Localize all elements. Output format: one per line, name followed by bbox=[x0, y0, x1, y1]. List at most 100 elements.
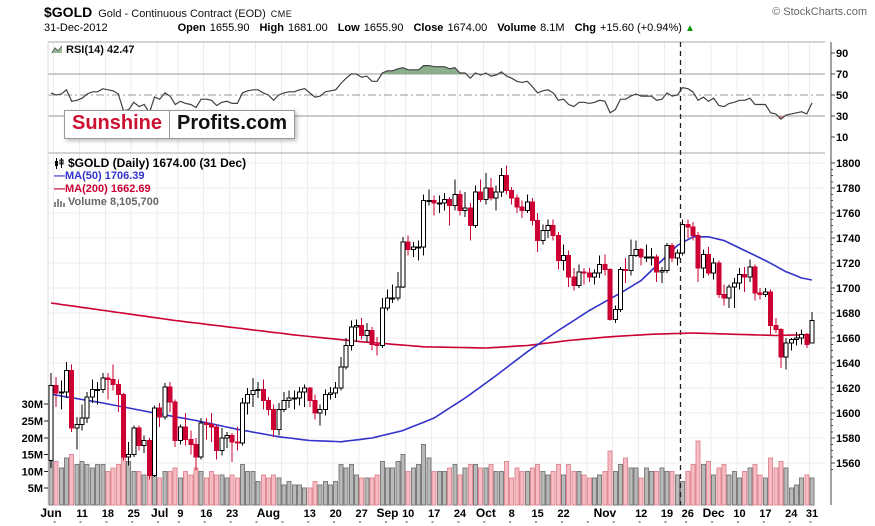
exchange-label: CME bbox=[270, 9, 293, 19]
watermark: Sunshine Profits.com bbox=[64, 110, 296, 139]
svg-text:20: 20 bbox=[330, 508, 342, 520]
watermark-profits: Profits.com bbox=[169, 110, 296, 139]
svg-text:16: 16 bbox=[200, 508, 212, 520]
svg-text:1640: 1640 bbox=[836, 358, 860, 370]
svg-text:90: 90 bbox=[836, 48, 848, 60]
rsi-overbought-fill bbox=[51, 65, 812, 74]
panel-borders bbox=[47, 41, 825, 505]
low-value: 1655.90 bbox=[363, 22, 404, 34]
svg-text:23: 23 bbox=[226, 508, 238, 520]
open-label: Open bbox=[177, 22, 206, 34]
volume-label: Volume bbox=[497, 22, 537, 34]
svg-text:27: 27 bbox=[355, 508, 367, 520]
low-label: Low bbox=[337, 22, 360, 34]
svg-text:30: 30 bbox=[836, 111, 848, 123]
svg-text:Sep: Sep bbox=[376, 506, 398, 520]
legend-ma200: —MA(200) 1662.69 bbox=[54, 183, 246, 196]
svg-text:25: 25 bbox=[128, 508, 140, 520]
chart-legend: $GOLD (Daily) 1674.00 (31 Dec) —MA(50) 1… bbox=[54, 157, 246, 209]
svg-text:1780: 1780 bbox=[836, 183, 860, 195]
watermark-sunshine: Sunshine bbox=[64, 110, 170, 139]
svg-text:10: 10 bbox=[402, 508, 414, 520]
high-label: High bbox=[259, 22, 284, 34]
ma200-line-swatch: — bbox=[54, 183, 65, 195]
svg-text:Jul: Jul bbox=[151, 506, 168, 520]
svg-text:8: 8 bbox=[509, 508, 515, 520]
price-axis: 1800 1780 1760 1740 1720 1700 1680 1660 1640 1620… bbox=[830, 42, 860, 505]
svg-text:11: 11 bbox=[76, 508, 88, 520]
copyright: © StockCharts.com bbox=[772, 6, 867, 18]
svg-text:26: 26 bbox=[682, 508, 694, 520]
legend-title-row: $GOLD (Daily) 1674.00 (31 Dec) bbox=[54, 157, 246, 170]
high-value: 1681.00 bbox=[287, 22, 328, 34]
candles bbox=[48, 165, 815, 480]
legend-title: $GOLD (Daily) 1674.00 (31 Dec) bbox=[68, 156, 247, 170]
svg-text:5M: 5M bbox=[28, 483, 43, 495]
svg-text:31: 31 bbox=[806, 508, 818, 520]
ma50-text: MA(50) 1706.39 bbox=[65, 170, 145, 182]
svg-text:1620: 1620 bbox=[836, 383, 860, 395]
svg-text:12: 12 bbox=[635, 508, 647, 520]
svg-text:1800: 1800 bbox=[836, 158, 860, 170]
svg-text:15M: 15M bbox=[22, 450, 43, 462]
svg-text:1560: 1560 bbox=[836, 458, 860, 470]
svg-text:Jun: Jun bbox=[40, 506, 61, 520]
ma200-line bbox=[50, 302, 813, 349]
svg-text:19: 19 bbox=[661, 508, 673, 520]
ma50-line bbox=[50, 236, 813, 443]
svg-text:18: 18 bbox=[102, 508, 114, 520]
instrument-name: Gold - Continuous Contract (EOD) bbox=[98, 8, 266, 20]
rsi-line bbox=[50, 64, 813, 121]
volume-bars bbox=[48, 390, 815, 506]
svg-text:Oct: Oct bbox=[476, 506, 496, 520]
date-label: 31-Dec-2012 bbox=[44, 22, 108, 34]
svg-text:10M: 10M bbox=[22, 466, 43, 478]
symbol: $GOLD bbox=[44, 4, 93, 20]
up-triangle-icon: ▲ bbox=[684, 23, 695, 34]
volume-bars-icon bbox=[54, 199, 65, 207]
svg-text:17: 17 bbox=[759, 508, 771, 520]
svg-text:1600: 1600 bbox=[836, 408, 860, 420]
ma50-line-swatch: — bbox=[54, 170, 65, 182]
chg-label: Chg bbox=[574, 22, 596, 34]
svg-text:15: 15 bbox=[531, 508, 543, 520]
svg-text:Aug: Aug bbox=[257, 506, 280, 520]
svg-text:13: 13 bbox=[304, 508, 316, 520]
svg-text:1740: 1740 bbox=[836, 233, 860, 245]
volume-value: 8.1M bbox=[540, 22, 565, 34]
svg-text:50: 50 bbox=[836, 90, 848, 102]
chg-value: +15.60 (+0.94%) bbox=[599, 22, 682, 34]
svg-text:30M: 30M bbox=[22, 399, 43, 411]
svg-text:22: 22 bbox=[557, 508, 569, 520]
svg-text:10: 10 bbox=[836, 132, 848, 144]
svg-text:17: 17 bbox=[428, 508, 440, 520]
close-label: Close bbox=[413, 22, 444, 34]
svg-text:Nov: Nov bbox=[594, 506, 617, 520]
svg-text:10: 10 bbox=[733, 508, 745, 520]
svg-text:1700: 1700 bbox=[836, 283, 860, 295]
open-value: 1655.90 bbox=[209, 22, 250, 34]
svg-text:1720: 1720 bbox=[836, 258, 860, 270]
svg-text:Dec: Dec bbox=[703, 506, 725, 520]
svg-text:24: 24 bbox=[454, 508, 467, 520]
svg-text:9: 9 bbox=[177, 508, 183, 520]
volume-axis: 30M 25M 20M 15M 10M 5M bbox=[22, 399, 48, 495]
svg-text:1660: 1660 bbox=[836, 333, 860, 345]
svg-text:24: 24 bbox=[785, 508, 798, 520]
svg-text:1680: 1680 bbox=[836, 308, 860, 320]
x-axis-labels: Jun 11 18 25 Jul 9 16 23 Aug 13 20 27 Sep 10 17 24 Oct 8 1… bbox=[40, 506, 818, 523]
legend-volume: Volume 8,105,700 bbox=[54, 196, 246, 209]
svg-text:70: 70 bbox=[836, 69, 848, 81]
close-value: 1674.00 bbox=[447, 22, 488, 34]
svg-text:20M: 20M bbox=[22, 433, 43, 445]
rsi-label: RSI(14) 42.47 bbox=[66, 44, 135, 56]
svg-text:25M: 25M bbox=[22, 416, 43, 428]
ma200-text: MA(200) 1662.69 bbox=[65, 183, 151, 195]
rsi-label-row: RSI(14) 42.47 bbox=[51, 44, 134, 56]
svg-text:1580: 1580 bbox=[836, 433, 860, 445]
legend-volume-text: Volume 8,105,700 bbox=[68, 196, 159, 208]
candlestick-icon bbox=[55, 158, 64, 169]
legend-ma50: —MA(50) 1706.39 bbox=[54, 170, 246, 183]
